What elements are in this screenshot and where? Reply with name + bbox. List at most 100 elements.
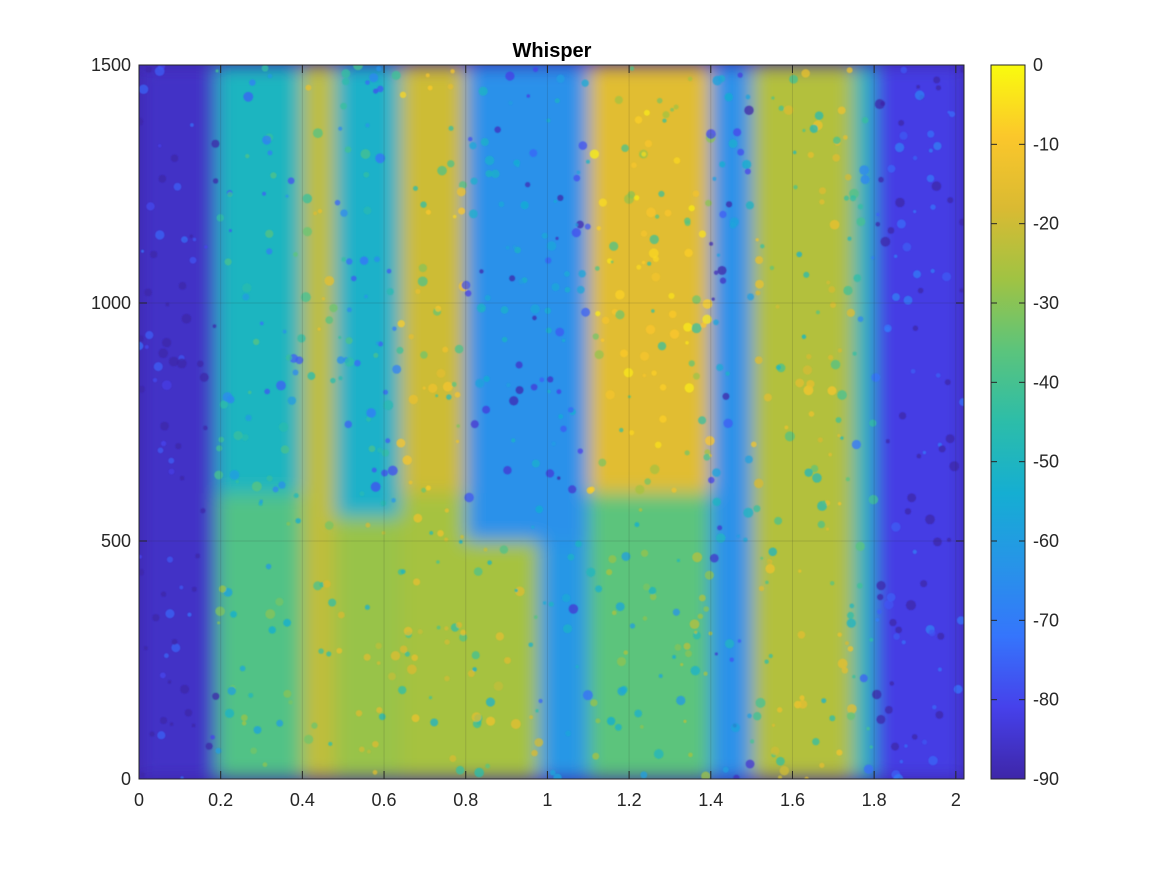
- spectrogram-speckle: [391, 70, 401, 80]
- spectrogram-speckle: [385, 438, 391, 444]
- spectrogram-speckle: [354, 359, 361, 367]
- spectrogram-speckle: [657, 341, 667, 351]
- spectrogram-speckle: [191, 586, 197, 592]
- spectrogram-speckle: [737, 639, 742, 643]
- spectrogram-speckle: [887, 164, 896, 173]
- spectrogram-speckle: [265, 563, 272, 570]
- spectrogram-speckle: [747, 713, 752, 719]
- spectrogram-speckle: [407, 664, 417, 675]
- spectrogram-speckle: [925, 514, 935, 525]
- spectrogram-speckle: [444, 537, 449, 542]
- spectrogram-speckle: [684, 650, 692, 658]
- spectrogram-speckle: [634, 195, 640, 201]
- spectrogram-speckle: [345, 337, 353, 345]
- spectrogram-speckle: [900, 66, 908, 74]
- spectrogram-speckle: [733, 128, 742, 137]
- spectrogram-speckle: [658, 674, 663, 678]
- spectrogram-speckle: [556, 389, 562, 395]
- spectrogram-speckle: [798, 699, 808, 709]
- spectrogram-speckle: [217, 621, 221, 625]
- spectrogram-speckle: [278, 481, 286, 489]
- spectrogram-speckle: [251, 481, 262, 492]
- spectrogram-speckle: [658, 190, 665, 197]
- spectrogram-speckle: [545, 327, 552, 334]
- spectrogram-speckle: [887, 227, 895, 234]
- spectrogram-speckle: [703, 671, 708, 676]
- spectrogram-speckle: [810, 464, 819, 473]
- spectrogram-speckle: [937, 667, 942, 672]
- spectrogram-speckle: [869, 419, 877, 427]
- spectrogram-speckle: [442, 346, 449, 353]
- spectrogram-speckle: [877, 593, 884, 601]
- spectrogram-speckle: [935, 373, 941, 378]
- spectrogram-speckle: [827, 386, 837, 396]
- spectrogram-speckle: [829, 219, 840, 230]
- spectrogram-speckle: [446, 394, 452, 400]
- spectrogram-speckle: [586, 567, 596, 577]
- spectrogram-speckle: [205, 742, 213, 750]
- spectrogram-speckle: [505, 245, 510, 250]
- spectrogram-speckle: [832, 154, 840, 162]
- spectrogram-speckle: [743, 537, 748, 542]
- spectrogram-speckle: [847, 611, 854, 619]
- spectrogram-speckle: [189, 234, 193, 238]
- spectrogram-speckle: [590, 699, 598, 707]
- x-tick-label: 1.8: [862, 790, 887, 810]
- colorbar-axis: 0 -10 -20 -30 -40 -50 -60 -70 -80 -90: [991, 55, 1059, 789]
- spectrogram-speckle: [849, 195, 857, 202]
- x-tick-label: 0.8: [453, 790, 478, 810]
- spectrogram-speckle: [307, 372, 316, 380]
- spectrogram-speckle: [933, 141, 942, 151]
- spectrogram-speckle: [668, 310, 677, 319]
- spectrogram-speckle: [651, 272, 661, 282]
- spectrogram-speckle: [375, 642, 382, 650]
- spectrogram-speckle: [162, 338, 172, 348]
- x-tick-label: 1.6: [780, 790, 805, 810]
- spectrogram-speckle: [548, 601, 554, 607]
- spectrogram-speckle: [922, 739, 928, 745]
- spectrogram-speckle: [928, 755, 938, 766]
- spectrogram-speckle: [793, 185, 798, 190]
- spectrogram-speckle: [146, 202, 155, 211]
- spectrogram-speckle: [803, 271, 810, 278]
- spectrogram-speckle: [219, 400, 228, 409]
- spectrogram-speckle: [184, 709, 193, 717]
- spectrogram-speckle: [634, 709, 643, 718]
- spectrogram-speckle: [337, 611, 345, 619]
- spectrogram-speckle: [716, 363, 724, 372]
- spectrogram-speckle: [158, 144, 162, 148]
- spectrogram-speckle: [471, 712, 482, 722]
- spectrogram-speckle: [723, 418, 733, 429]
- spectrogram-speckle: [592, 752, 600, 760]
- spectrogram-speckle: [420, 351, 428, 359]
- spectrogram-speckle: [564, 286, 571, 293]
- spectrogram-speckle: [442, 381, 453, 392]
- spectrogram-speckle: [262, 135, 272, 145]
- spectrogram-speckle: [276, 719, 284, 727]
- spectrogram-segment: [302, 65, 336, 779]
- spectrogram-speckle: [930, 204, 936, 210]
- spectrogram-speckle: [528, 642, 534, 648]
- spectrogram-speckle: [937, 632, 945, 640]
- spectrogram-speckle: [931, 181, 942, 191]
- spectrogram-speckle: [807, 151, 814, 159]
- spectrogram-speckle: [755, 256, 764, 265]
- spectrogram-speckle: [798, 569, 802, 573]
- spectrogram-speckle: [869, 745, 873, 749]
- spectrogram-speckle: [799, 695, 805, 701]
- spectrogram-speckle: [676, 558, 681, 563]
- spectrogram-speckle: [325, 316, 334, 324]
- spectrogram-speckle: [863, 764, 874, 774]
- spectrogram-speckle: [651, 370, 657, 376]
- spectrogram-speckle: [643, 109, 650, 116]
- spectrogram-speckle: [473, 567, 483, 576]
- spectrogram-speckle: [716, 533, 726, 543]
- spectrogram-speckle: [896, 219, 906, 229]
- spectrogram-speckle: [276, 380, 286, 391]
- spectrogram-speckle: [154, 66, 165, 77]
- spectrogram-speckle: [574, 223, 579, 227]
- spectrogram-speckle: [837, 502, 842, 506]
- y-tick-label: 1500: [91, 55, 131, 75]
- spectrogram-speckle: [644, 139, 653, 148]
- spectrogram-speckle: [534, 738, 544, 747]
